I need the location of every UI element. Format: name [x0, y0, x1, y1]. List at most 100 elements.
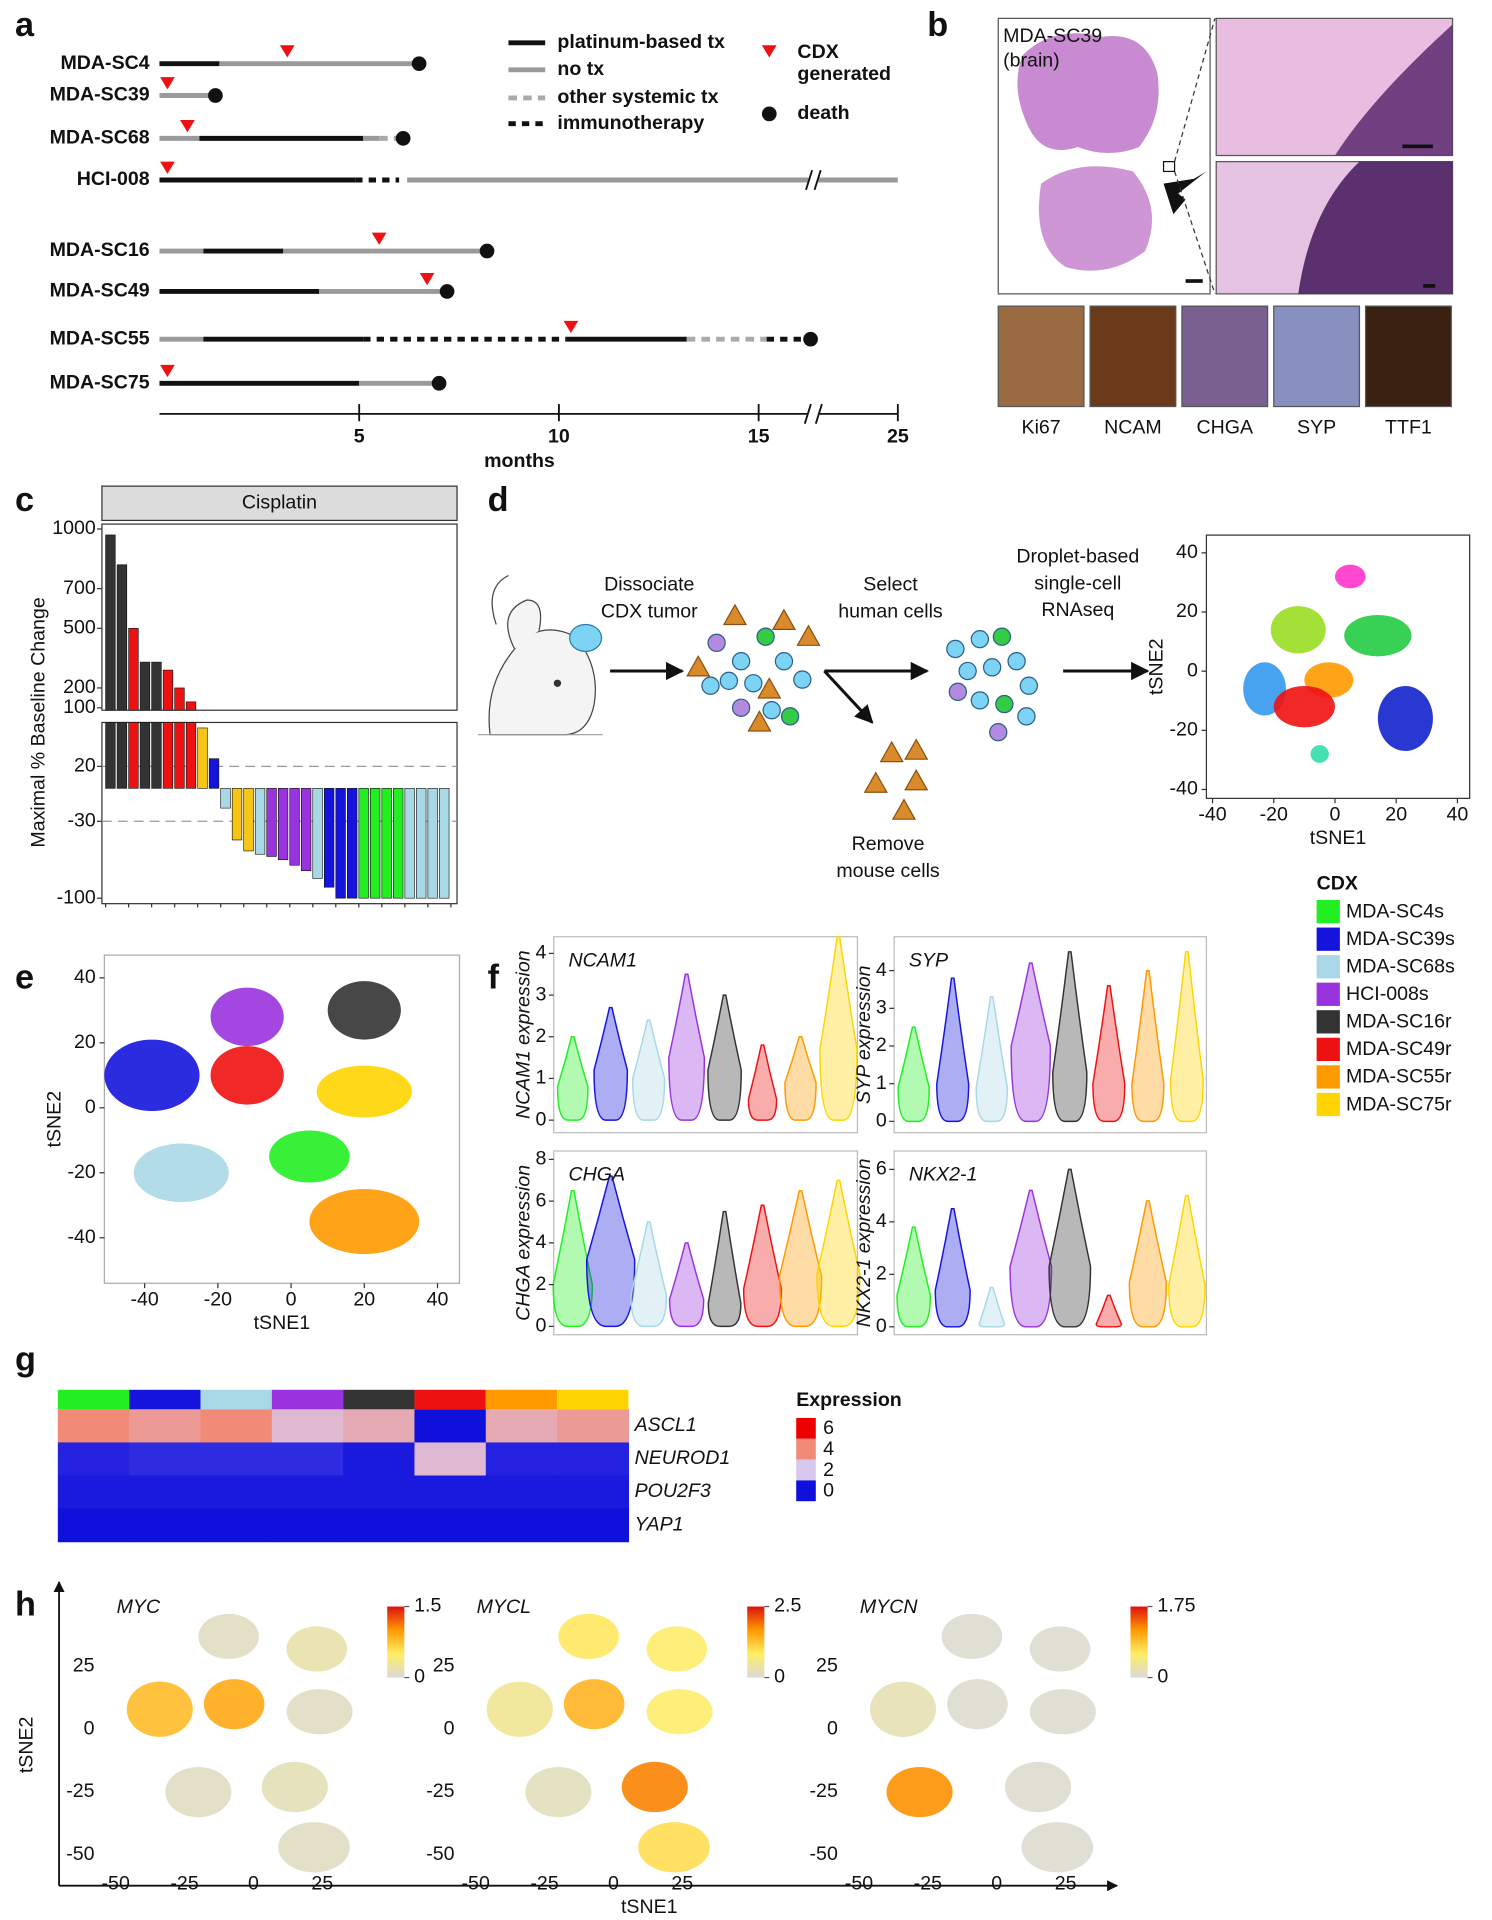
- panel-label: e: [15, 959, 34, 997]
- cell: [982, 658, 1002, 677]
- step-label: Remove: [852, 833, 925, 855]
- ihc-image: [997, 305, 1085, 408]
- tumor-region: [1334, 24, 1453, 156]
- y-tick-label: 1: [536, 1067, 547, 1089]
- y-tick-label: 4: [536, 942, 547, 964]
- legend-label: MDA-SC4s: [1346, 900, 1444, 922]
- cell-cluster: [316, 1065, 412, 1118]
- legend-label: 0: [823, 1480, 834, 1502]
- cell-cluster: [558, 1613, 619, 1660]
- bar: [404, 788, 415, 899]
- cell-cluster: [525, 1766, 592, 1818]
- y-tick-label: -50: [66, 1843, 94, 1865]
- group-bar: [343, 1389, 415, 1410]
- x-tick-label: -50: [845, 1873, 873, 1895]
- patient-label: MDA-SC4: [60, 52, 149, 74]
- heatmap-cell: [129, 1475, 202, 1510]
- y-tick-label: 1: [876, 1072, 887, 1094]
- x-tick-label: 5: [354, 425, 365, 447]
- y-tick-label: 2: [876, 1263, 887, 1285]
- ihc-image: [1089, 305, 1177, 408]
- cell-cluster: [1270, 606, 1326, 654]
- y-tick-label: 0: [85, 1096, 96, 1118]
- legend-death-marker: [761, 106, 777, 122]
- bar: [335, 788, 346, 899]
- axis-break-gap: [808, 170, 819, 190]
- y-axis-label: tSNE2: [44, 1091, 66, 1148]
- triangle-cell: [891, 798, 917, 820]
- y-tick-label: 25: [73, 1655, 95, 1677]
- y-tick-label: 4: [876, 1210, 887, 1232]
- patient-label: MDA-SC55: [50, 327, 150, 349]
- cell-cluster: [269, 1130, 350, 1183]
- bar: [162, 669, 174, 711]
- x-axis-label: months: [484, 450, 555, 472]
- cell-cluster: [1029, 1689, 1096, 1735]
- heatmap-cell: [57, 1475, 130, 1510]
- x-tick-label: -50: [462, 1873, 490, 1895]
- stain-label: Ki67: [1022, 417, 1061, 439]
- mouse-ear: [507, 599, 542, 650]
- y-tick-label: 2: [536, 1273, 547, 1295]
- y-tick-label: 6: [876, 1158, 887, 1180]
- tumor-region: [1298, 161, 1453, 294]
- cell: [701, 676, 720, 695]
- bar: [128, 628, 139, 711]
- heatmap-cell: [271, 1442, 344, 1477]
- heatmap-cell: [343, 1442, 416, 1477]
- panel-label: d: [488, 481, 509, 519]
- violin: [668, 973, 706, 1121]
- violin: [1052, 951, 1088, 1123]
- mouse-cells: [863, 738, 929, 820]
- gene-title: MYC: [117, 1596, 161, 1618]
- legend-label: immunotherapy: [557, 112, 704, 134]
- step-label: Droplet-based: [1016, 545, 1139, 567]
- x-axis-label: tSNE1: [254, 1312, 311, 1334]
- x-axis-label: tSNE1: [1310, 827, 1367, 849]
- legend-swatch: [1316, 1037, 1340, 1062]
- cell: [1017, 707, 1036, 726]
- bar: [323, 788, 335, 888]
- violin: [1169, 951, 1204, 1123]
- cell: [744, 674, 763, 693]
- x-tick-label: 0: [608, 1873, 619, 1895]
- violin: [1168, 1194, 1206, 1328]
- row-label: NEUROD1: [635, 1447, 731, 1469]
- cdx-marker: [160, 161, 175, 174]
- legend-label: HCI-008s: [1346, 983, 1429, 1005]
- bar: [231, 788, 243, 841]
- step-label: human cells: [838, 600, 943, 622]
- sample-label: MDA-SC39: [1003, 25, 1102, 47]
- plot-frame: [553, 1150, 859, 1336]
- x-tick-label: -25: [530, 1873, 558, 1895]
- cell-cluster: [646, 1689, 713, 1735]
- heatmap-cell: [485, 1409, 558, 1444]
- zoom-line: [1173, 18, 1216, 162]
- panel-label: a: [15, 6, 35, 44]
- cell-cluster: [563, 1679, 625, 1730]
- y-tick-label: 20: [74, 1031, 96, 1053]
- x-tick-label: -20: [1260, 804, 1288, 826]
- legend-label: MDA-SC16r: [1346, 1011, 1452, 1033]
- bar: [312, 788, 323, 879]
- y-tick-label: 2: [876, 1034, 887, 1056]
- bar: [439, 788, 450, 899]
- cell: [1019, 676, 1039, 695]
- triangle-cell: [757, 677, 782, 699]
- x-tick-label: 0: [286, 1289, 297, 1311]
- human-cells: [946, 627, 1039, 742]
- violin: [934, 1208, 971, 1328]
- death-marker: [803, 331, 818, 347]
- heatmap-cell: [200, 1442, 273, 1477]
- heatmap-cell: [129, 1508, 202, 1543]
- death-marker: [395, 131, 411, 146]
- gene-title: NCAM1: [568, 949, 637, 971]
- y-tick-label: -25: [810, 1780, 838, 1802]
- violin: [778, 1189, 823, 1328]
- y-tick-label: -20: [1170, 719, 1198, 741]
- violin: [585, 1175, 636, 1328]
- x-tick-label: -50: [102, 1873, 130, 1895]
- cell: [989, 723, 1008, 742]
- cell-cluster: [1377, 685, 1433, 752]
- bar: [393, 788, 404, 899]
